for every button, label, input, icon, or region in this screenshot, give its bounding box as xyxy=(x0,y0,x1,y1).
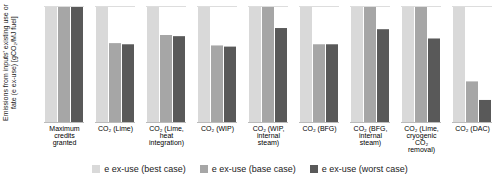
html-text:e ex-use (best case): e ex-use (best case) xyxy=(104,164,186,174)
svg-text:CO₂ (Lime): CO₂ (Lime) xyxy=(98,125,133,133)
svg-text:CO₂ (BFG): CO₂ (BFG) xyxy=(302,125,336,133)
svg-text:Maximumcreditsgranted: Maximumcreditsgranted xyxy=(49,125,80,147)
html-text:e ex-use (worst case): e ex-use (worst case) xyxy=(321,164,408,174)
svg-text:CO₂ (BFG,internalsteam): CO₂ (BFG,internalsteam) xyxy=(354,125,388,147)
svg-text:CO₂ (Lime,cryogenicCO₂removal): CO₂ (Lime,cryogenicCO₂removal) xyxy=(404,125,439,154)
svg-text:CO₂ (Lime,heatintegration): CO₂ (Lime,heatintegration) xyxy=(149,125,184,147)
svg-text:CO₂ (WIP,internalsteam): CO₂ (WIP,internalsteam) xyxy=(253,125,285,147)
html-text:e ex-use (base case): e ex-use (base case) xyxy=(211,164,296,174)
svg-text:CO₂ (DAC): CO₂ (DAC) xyxy=(455,125,490,133)
svg-text:CO₂ (WIP): CO₂ (WIP) xyxy=(201,125,234,133)
html-text:Emissions from inputs' existin: Emissions from inputs' existing use or f… xyxy=(2,4,17,122)
